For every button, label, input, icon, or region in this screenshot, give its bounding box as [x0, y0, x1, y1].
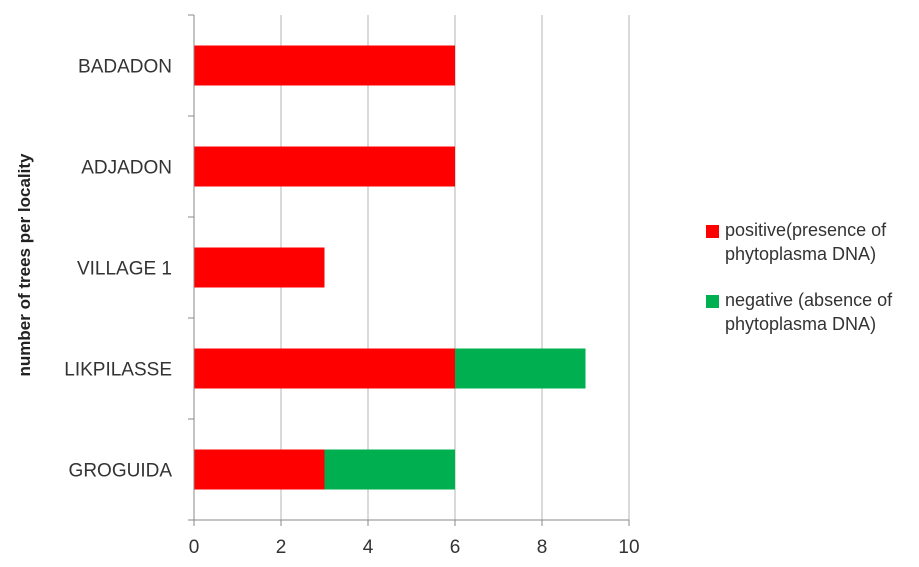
- category-label: BADADON: [78, 57, 172, 78]
- legend-item-positive: positive(presence of phytoplasma DNA): [706, 218, 916, 266]
- x-tick-label: 8: [537, 537, 548, 558]
- legend-swatch-positive: [706, 225, 719, 238]
- legend-item-negative: negative (absence of phytoplasma DNA): [706, 288, 916, 336]
- bar-positive: [194, 247, 325, 288]
- bar-positive: [194, 348, 455, 389]
- gridlines: [280, 15, 630, 520]
- bar-negative: [455, 348, 586, 389]
- legend-label-positive: positive(presence of phytoplasma DNA): [725, 220, 887, 264]
- bar-negative: [324, 449, 455, 490]
- x-tick-label: 6: [450, 537, 461, 558]
- legend-label-negative: negative (absence of phytoplasma DNA): [725, 290, 893, 334]
- x-tick-label: 2: [276, 537, 287, 558]
- category-label: ADJADON: [81, 158, 172, 179]
- bar-positive: [194, 146, 455, 187]
- bar-positive: [194, 45, 455, 86]
- x-tick-label: 10: [618, 537, 639, 558]
- category-label: VILLAGE 1: [77, 259, 172, 280]
- legend-swatch-negative: [706, 295, 719, 308]
- x-tick-label: 0: [189, 537, 200, 558]
- category-label: GROGUIDA: [69, 461, 173, 482]
- y-axis-label: number of trees per locality: [15, 153, 34, 376]
- legend: positive(presence of phytoplasma DNA) ne…: [706, 218, 916, 358]
- category-labels: BADADON ADJADON VILLAGE 1 LIKPILASSE GROGUID…: [64, 57, 172, 482]
- axes: [188, 14, 630, 526]
- category-label: LIKPILASSE: [64, 360, 172, 381]
- bars: [194, 45, 586, 490]
- bar-positive: [194, 449, 325, 490]
- x-tick-label: 4: [363, 537, 374, 558]
- x-tick-labels: 0 2 4 6 8 10: [189, 537, 640, 558]
